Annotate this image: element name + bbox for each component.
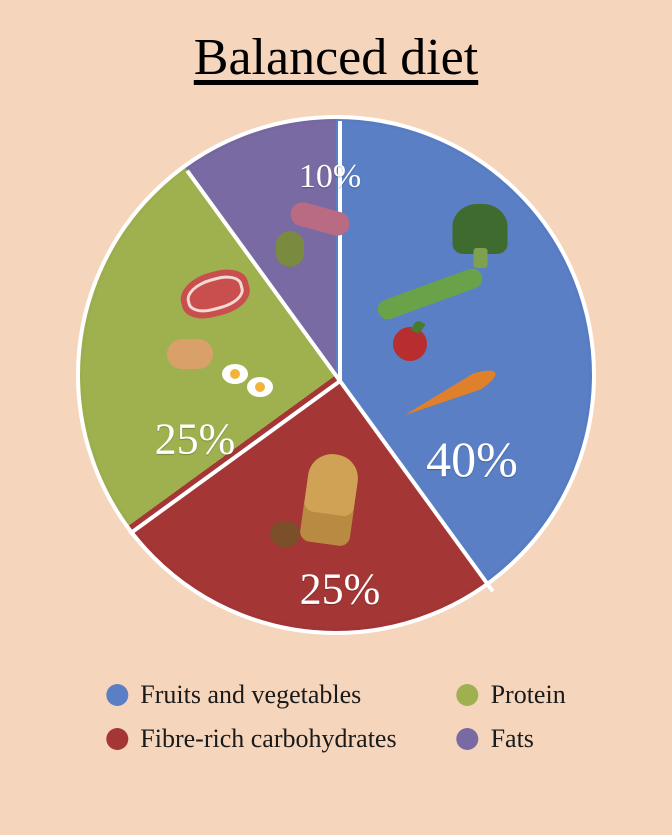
avocado-icon xyxy=(276,231,304,267)
legend-label: Fibre-rich carbohydrates xyxy=(140,724,396,754)
legend-label: Protein xyxy=(491,680,566,710)
pie-chart: 40% 25% 25% 10% xyxy=(76,115,596,635)
cucumber-icon xyxy=(375,266,485,322)
legend-item: Fibre-rich carbohydrates xyxy=(106,724,396,754)
broccoli-icon xyxy=(453,204,508,254)
legend-label: Fats xyxy=(491,724,534,754)
legend-item: Protein xyxy=(457,680,566,710)
slice-pct-label: 25% xyxy=(155,414,236,465)
legend: Fruits and vegetables Protein Fibre-rich c… xyxy=(106,680,565,754)
legend-label: Fruits and vegetables xyxy=(140,680,361,710)
legend-item: Fats xyxy=(457,724,566,754)
pie-chart-wrap: 40% 25% 25% 10% xyxy=(76,115,596,635)
egg1-icon xyxy=(222,364,248,384)
egg2-icon xyxy=(247,377,273,397)
nuts-icon xyxy=(270,521,300,547)
carrot-icon xyxy=(400,363,500,425)
apple-icon xyxy=(393,327,427,361)
slice-pct-label: 40% xyxy=(426,430,518,488)
slice-pct-label: 25% xyxy=(300,564,381,615)
steak-icon xyxy=(175,264,254,325)
infographic-canvas: Balanced diet 40% 25% 25% 10% Fruits and ve… xyxy=(0,0,672,835)
legend-swatch xyxy=(457,728,479,750)
legend-swatch xyxy=(457,684,479,706)
legend-item: Fruits and vegetables xyxy=(106,680,396,710)
bread-icon xyxy=(299,451,361,547)
drumstick-icon xyxy=(167,339,213,369)
page-title: Balanced diet xyxy=(0,0,672,87)
slice-pct-label: 10% xyxy=(299,158,361,196)
legend-swatch xyxy=(106,728,128,750)
legend-swatch xyxy=(106,684,128,706)
